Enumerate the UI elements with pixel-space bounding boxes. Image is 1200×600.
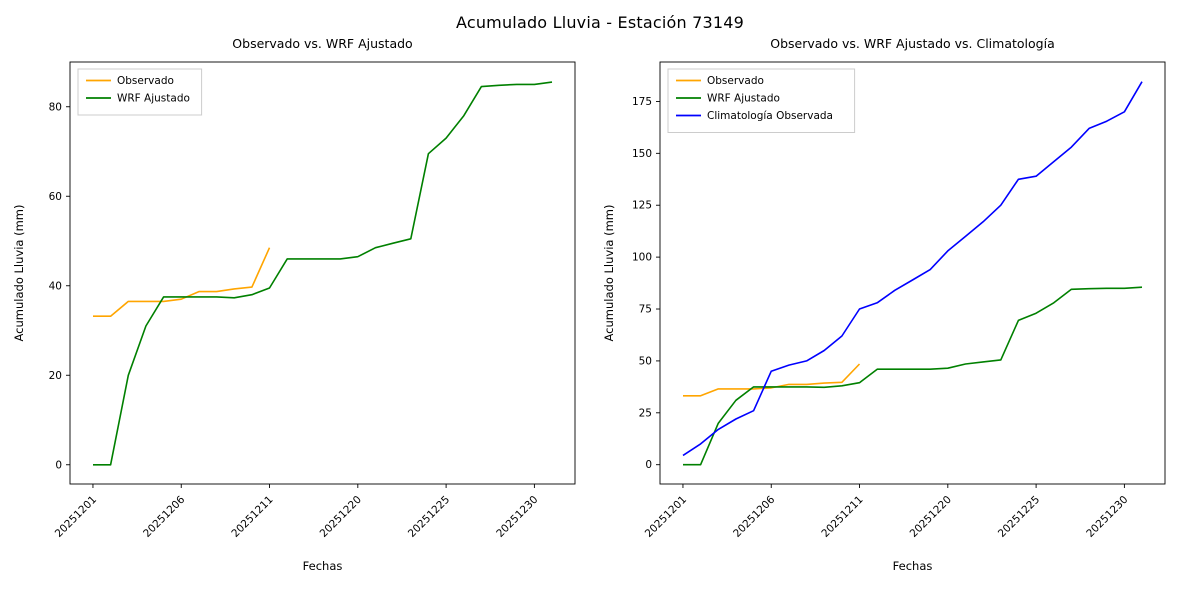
x-tick-label: 20251220 bbox=[908, 494, 954, 540]
x-tick-label: 20251211 bbox=[229, 494, 275, 540]
series-line-climatología-observada bbox=[682, 81, 1143, 457]
y-tick-label: 60 bbox=[49, 191, 62, 203]
legend-box bbox=[667, 68, 856, 133]
y-tick-label: 25 bbox=[639, 407, 652, 419]
x-tick-label: 20251225 bbox=[406, 494, 452, 540]
x-tick-label: 20251206 bbox=[731, 493, 778, 540]
plot-box bbox=[659, 61, 1166, 485]
y-tick-label: 150 bbox=[632, 148, 652, 160]
page-title: Acumulado Lluvia - Estación 73149 bbox=[455, 13, 745, 32]
legend-box bbox=[77, 68, 203, 116]
legend-label: Observado bbox=[117, 75, 174, 87]
y-tick-label: 100 bbox=[632, 252, 652, 264]
y-axis-label: Acumulado Lluvia (mm) bbox=[12, 205, 26, 342]
right-chart: Observado vs. WRF Ajustado vs. Climatolo… bbox=[602, 36, 1166, 573]
plot-box bbox=[69, 61, 576, 485]
legend-label: Climatología Observada bbox=[707, 110, 833, 122]
x-tick-label: 20251201 bbox=[53, 494, 99, 540]
y-tick-label: 0 bbox=[645, 459, 652, 471]
subplot-title: Observado vs. WRF Ajustado bbox=[232, 36, 412, 51]
left-chart: Observado vs. WRF Ajustado 0 20 40 60 80 20251… bbox=[12, 36, 576, 573]
x-tick-label: 20251220 bbox=[318, 494, 364, 540]
y-tick-label: 20 bbox=[49, 370, 62, 382]
subplot-title: Observado vs. WRF Ajustado vs. Climatolo… bbox=[770, 36, 1054, 51]
charts-row: Observado vs. WRF Ajustado 0 20 40 60 80 20251… bbox=[0, 32, 1200, 580]
x-tick-label: 20251201 bbox=[643, 494, 689, 540]
y-tick-label: 80 bbox=[49, 101, 62, 113]
x-axis-label: Fechas bbox=[303, 559, 343, 573]
series-line-wrf-ajustado bbox=[683, 286, 1143, 466]
x-tick-label: 20251230 bbox=[1084, 494, 1130, 540]
legend-label: Observado bbox=[707, 75, 764, 87]
y-axis-label: Acumulado Lluvia (mm) bbox=[602, 205, 616, 342]
series-line-wrf-ajustado bbox=[93, 81, 553, 466]
x-tick-label: 20251206 bbox=[141, 493, 188, 540]
legend-label: WRF Ajustado bbox=[117, 93, 190, 105]
series-line-observado bbox=[93, 247, 271, 317]
x-tick-label: 20251211 bbox=[819, 494, 865, 540]
x-tick-label: 20251230 bbox=[494, 494, 540, 540]
y-tick-label: 175 bbox=[632, 96, 652, 108]
x-axis-label: Fechas bbox=[893, 559, 933, 573]
y-tick-label: 0 bbox=[55, 459, 62, 471]
y-tick-label: 125 bbox=[632, 200, 652, 212]
legend-label: WRF Ajustado bbox=[707, 93, 780, 105]
y-tick-label: 75 bbox=[639, 304, 652, 316]
y-tick-label: 40 bbox=[49, 280, 62, 292]
x-tick-label: 20251225 bbox=[996, 494, 1042, 540]
y-tick-label: 50 bbox=[639, 355, 652, 367]
series-line-observado bbox=[683, 363, 861, 397]
